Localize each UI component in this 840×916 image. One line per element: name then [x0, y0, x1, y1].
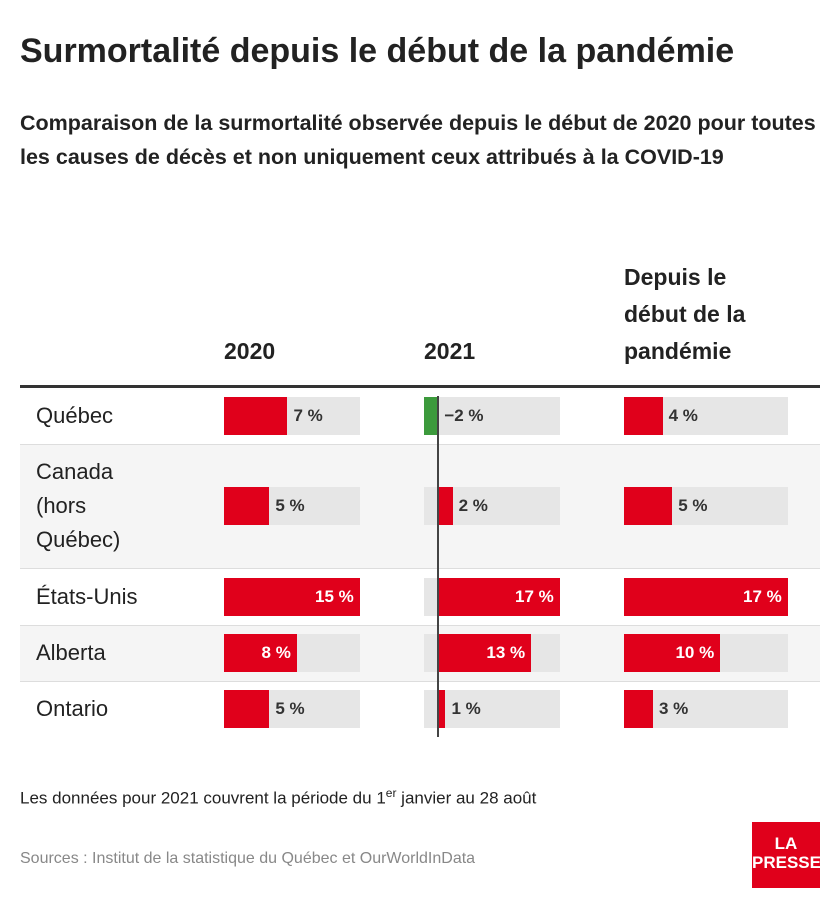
column-header: 2021: [424, 338, 476, 364]
note: Les données pour 2021 couvrent la périod…: [20, 786, 536, 809]
bar: [438, 577, 560, 616]
bar: [624, 690, 653, 728]
value-label: 5 %: [275, 496, 305, 515]
value-label: 7 %: [293, 406, 323, 425]
note-superscript: er: [385, 786, 397, 800]
source: Sources : Institut de la statistique du …: [20, 850, 476, 867]
bar: [224, 397, 288, 435]
value-label: 17 %: [743, 586, 782, 606]
row-separator: [20, 625, 820, 626]
category-label: Ontario: [36, 696, 109, 721]
value-label: −2 %: [444, 406, 484, 425]
note-text: Les données pour 2021 couvrent la périod…: [20, 788, 386, 808]
bar-track: [424, 397, 560, 435]
column-header: Depuis le début de la pandémie: [624, 264, 746, 364]
value-label: 5 %: [678, 496, 708, 515]
bar: [224, 577, 360, 616]
value-label: 5 %: [275, 699, 305, 718]
value-label: 8 %: [261, 643, 291, 662]
value-label: 3 %: [658, 699, 689, 718]
category-label: Alberta: [36, 640, 106, 665]
column-header: 2020: [224, 338, 276, 364]
category-label: États-Unis: [36, 583, 138, 609]
bar: [438, 487, 453, 525]
bar-track: [424, 690, 560, 728]
bar: [438, 690, 446, 728]
bar: [438, 634, 532, 672]
bar: [224, 634, 297, 672]
logo-line: PRESSE: [752, 853, 821, 872]
zero-line: [437, 396, 440, 737]
value-label: 1 %: [451, 699, 481, 718]
header-rule: [20, 385, 820, 388]
bar: [224, 487, 270, 525]
chart-title: Surmortalité depuis le début de la pandé…: [20, 32, 735, 70]
value-label: 13 %: [486, 643, 526, 662]
category-label: Québec: [36, 403, 114, 428]
bar: [624, 634, 721, 672]
bar: [624, 577, 788, 616]
category-label: Canada (hors Québec): [36, 459, 121, 552]
bar: [424, 397, 439, 435]
bar: [224, 690, 270, 728]
value-label: 15 %: [315, 586, 354, 606]
value-label: 17 %: [515, 586, 554, 606]
value-label: 10 %: [675, 643, 715, 662]
logo-line: LA: [774, 834, 798, 853]
bar: [624, 397, 663, 435]
row-separator: [20, 568, 820, 569]
row-separator: [20, 681, 820, 682]
row-separator: [20, 444, 820, 445]
value-label: 4 %: [668, 406, 698, 425]
chart-subtitle: Comparaison de la surmortalité observée …: [20, 111, 816, 169]
value-label: 2 %: [458, 496, 488, 515]
bar: [624, 487, 673, 525]
note-text: janvier au 28 août: [396, 788, 537, 808]
logo: LA PRESSE: [752, 822, 821, 888]
